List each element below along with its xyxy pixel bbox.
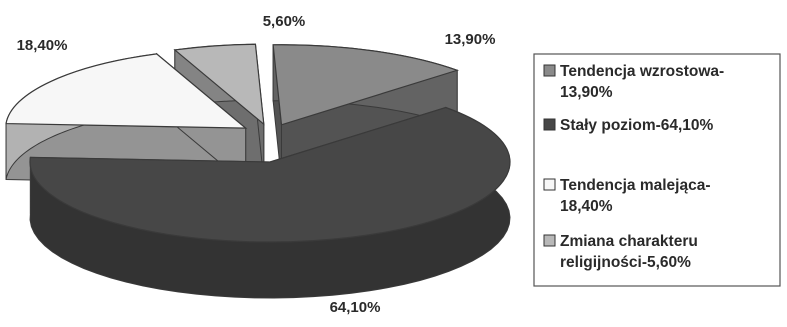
slice-value-label: 18,40%: [17, 37, 68, 54]
legend-entry: Tendencja wzrostowa- 13,90%: [543, 63, 724, 101]
pie-slice: [29, 106, 511, 299]
legend-box: [533, 53, 781, 287]
pie-slice-top: [272, 44, 460, 126]
pie-slice-top: [173, 43, 265, 126]
pie-slice-top: [5, 53, 248, 129]
legend: Tendencja wzrostowa- 13,90% Stały poziom-6…: [533, 53, 781, 287]
legend-entry: Stały poziom-64,10%: [543, 117, 714, 134]
slice-labels: 13,90% 64,10% 18,40% 5,60%: [17, 13, 496, 316]
legend-label: 13,90%: [560, 84, 613, 101]
legend-label: Stały poziom-64,10%: [560, 117, 714, 134]
legend-entry: Zmiana charakteru religijności-5,60%: [543, 233, 698, 271]
legend-entry: Tendencja malejąca- 18,40%: [543, 177, 710, 215]
pie-slice-top: [29, 106, 511, 243]
legend-label: Tendencja wzrostowa-: [560, 63, 724, 80]
legend-label: Tendencja malejąca-: [560, 177, 710, 194]
slice-value-label: 64,10%: [330, 299, 381, 316]
legend-label: religijności-5,60%: [560, 254, 691, 271]
slice-value-label: 5,60%: [263, 13, 306, 30]
legend-swatch: [543, 178, 556, 191]
legend-swatch: [543, 118, 556, 131]
legend-label: Zmiana charakteru: [560, 233, 698, 250]
pie-slices: [5, 43, 511, 299]
legend-swatch: [543, 64, 556, 77]
slice-value-label: 13,90%: [445, 31, 496, 48]
legend-swatch: [543, 234, 556, 247]
legend-label: 18,40%: [560, 198, 613, 215]
